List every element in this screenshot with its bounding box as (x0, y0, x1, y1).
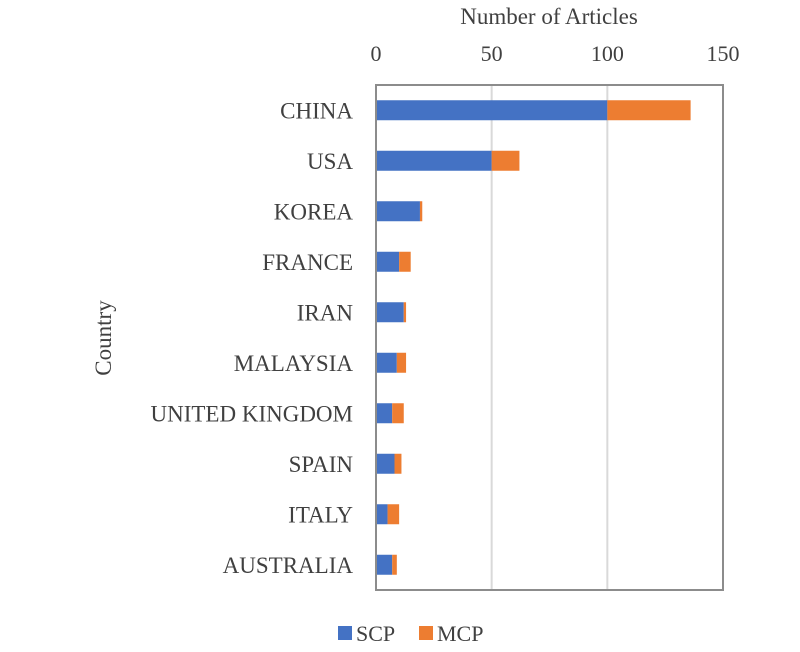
category-label: FRANCE (262, 250, 353, 275)
bar-mcp-france (399, 251, 411, 272)
category-label: KOREA (274, 199, 354, 224)
category-label: MALAYSIA (234, 351, 354, 376)
bar-scp-france (376, 251, 400, 272)
x-axis-ticks: 0 50 100 150 (371, 41, 740, 66)
category-label: CHINA (280, 98, 353, 123)
bar-mcp-malaysia (396, 352, 407, 373)
bar-scp-malaysia (376, 352, 397, 373)
legend: SCP MCP (338, 621, 483, 646)
x-tick-label: 150 (707, 41, 740, 66)
bar-scp-iran (376, 302, 404, 323)
x-tick-label: 100 (591, 41, 624, 66)
bar-scp-china (376, 100, 608, 121)
bar-mcp-usa (491, 150, 520, 171)
bar-scp-usa (376, 150, 492, 171)
plot-frame (375, 84, 724, 591)
category-label: USA (307, 149, 353, 174)
category-label: ITALY (288, 502, 353, 527)
category-label: IRAN (297, 300, 354, 325)
bar-mcp-iran (403, 302, 407, 323)
bar-mcp-china (607, 100, 691, 121)
legend-label-mcp: MCP (437, 621, 483, 646)
category-label: UNITED KINGDOM (151, 401, 354, 426)
category-label: AUSTRALIA (223, 553, 354, 578)
x-axis-title: Number of Articles (460, 4, 638, 29)
bar-scp-australia (376, 554, 393, 575)
bar-mcp-united-kingdom (392, 403, 404, 424)
bar-scp-united-kingdom (376, 403, 393, 424)
bar-mcp-australia (392, 554, 397, 575)
x-tick-label: 0 (371, 41, 382, 66)
bar-scp-italy (376, 504, 388, 525)
bar-mcp-italy (387, 504, 400, 525)
category-labels: CHINA USA KOREA FRANCE IRAN MALAYSIA UNITED KI… (151, 98, 354, 578)
category-label: SPAIN (289, 452, 354, 477)
bar-scp-korea (376, 201, 420, 222)
legend-label-scp: SCP (356, 621, 395, 646)
bar-scp-spain (376, 453, 395, 474)
bar-mcp-spain (394, 453, 402, 474)
bar-mcp-korea (419, 201, 423, 222)
legend-swatch-scp (338, 626, 352, 640)
x-tick-label: 50 (481, 41, 503, 66)
legend-swatch-mcp (419, 626, 433, 640)
y-axis-title: Country (91, 300, 116, 376)
bars (376, 100, 691, 575)
